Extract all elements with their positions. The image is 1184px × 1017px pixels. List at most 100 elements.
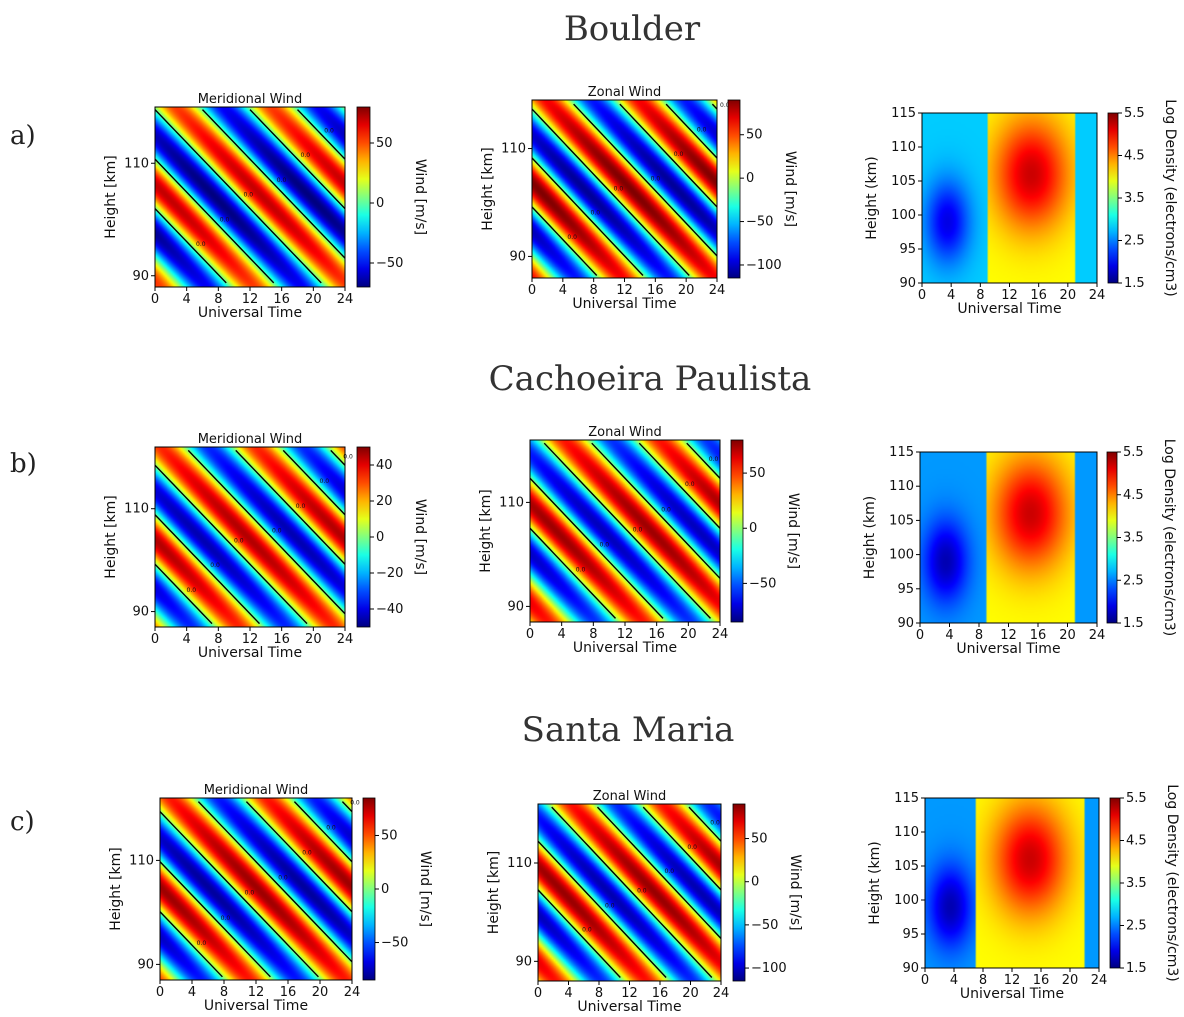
heatmap-field: [155, 107, 345, 287]
colorbar-label: Log Density (electrons/cm3): [1162, 99, 1178, 297]
row-label-b: b): [10, 449, 37, 479]
x-tick-label: 4: [947, 288, 955, 303]
zero-contour-line: [154, 158, 275, 284]
row-label-a: a): [10, 121, 36, 151]
x-tick-label: 0: [526, 627, 534, 642]
zero-contour-line: [154, 563, 213, 625]
colorbar-label: Wind [m/s]: [412, 499, 428, 575]
zero-contour-line: [159, 811, 319, 978]
colorbar-tick-label: −50: [751, 918, 778, 933]
x-tick-label: 8: [979, 973, 987, 988]
zero-contour-line: [591, 442, 721, 579]
y-axis-label: Height [km]: [478, 489, 494, 572]
panel-title: Meridional Wind: [198, 432, 303, 447]
zero-contour-line: [686, 442, 721, 479]
panels-group: 0.0 0.0 0.0 0.0 0.0 0.0 Meridional Wind 0 4 8 12 16…: [103, 85, 1180, 1015]
panel-title: Zonal Wind: [588, 85, 661, 100]
colorbar-tick-label: 40: [376, 458, 393, 473]
x-tick-label: 20: [305, 632, 322, 647]
colorbar-tick-label: −50: [746, 215, 773, 230]
zero-contour-line: [187, 449, 346, 615]
row-label-c: c): [10, 807, 35, 837]
heatmap-field: [155, 447, 345, 627]
x-axis-label: Universal Time: [956, 641, 1060, 657]
contour-label: 0.0: [343, 453, 353, 460]
colorbar: [732, 803, 746, 982]
y-tick-label: 95: [897, 582, 914, 597]
colorbar-tick-label: 2.5: [1126, 919, 1147, 934]
contour-label: 0.0: [600, 541, 610, 548]
zero-contour-line: [529, 477, 664, 619]
y-tick-label: 90: [515, 954, 532, 969]
colorbar-tick-label: 0: [381, 882, 389, 897]
y-axis-label: Height [km]: [108, 847, 124, 930]
contour-label: 0.0: [674, 151, 684, 158]
y-tick-label: 90: [902, 961, 919, 976]
x-tick-label: 8: [220, 985, 228, 1000]
y-tick-label: 90: [132, 605, 149, 620]
chart-panel-5: 0.0 0.0 0.0 0.0 0.0 0.0 Zonal Wind 0 4 8 12 16 20 24 9…: [478, 425, 801, 656]
contour-label: 0.0: [710, 820, 720, 827]
zero-contour-line: [573, 103, 718, 257]
contour-label: 0.0: [709, 456, 719, 463]
colorbar-tick-label: −100: [746, 258, 782, 273]
colorbar-tick-label: 5.5: [1123, 445, 1144, 460]
heatmap-field: [538, 804, 721, 981]
x-tick-label: 4: [188, 985, 196, 1000]
x-tick-label: 0: [916, 628, 924, 643]
contour-label: 0.0: [697, 127, 707, 134]
y-tick-label: 115: [891, 106, 916, 121]
x-tick-label: 16: [1030, 628, 1047, 643]
y-axis-label: Height (km): [864, 156, 880, 239]
x-tick-label: 16: [648, 627, 665, 642]
site-title-santa-maria: Santa Maria: [522, 710, 735, 750]
y-tick-label: 95: [902, 927, 919, 942]
contour-label: 0.0: [576, 566, 586, 573]
x-tick-label: 4: [945, 628, 953, 643]
colorbar-tick-label: 4.5: [1123, 488, 1144, 503]
colorbar-label: Wind [m/s]: [782, 151, 798, 227]
contour-label: 0.0: [591, 210, 601, 217]
x-tick-label: 0: [528, 283, 536, 298]
zero-contour-line: [531, 157, 644, 276]
zero-contour-line: [201, 109, 346, 259]
contour-label: 0.0: [633, 526, 643, 533]
heatmap-field: [922, 113, 1097, 283]
y-tick-label: 90: [899, 276, 916, 291]
y-tick-label: 105: [889, 513, 914, 528]
x-tick-label: 16: [1030, 288, 1047, 303]
zero-contour-line: [330, 449, 346, 466]
colorbar-tick-label: 2.5: [1123, 573, 1144, 588]
x-tick-label: 0: [156, 985, 164, 1000]
x-axis-label: Universal Time: [577, 999, 681, 1015]
x-tick-label: 24: [709, 283, 726, 298]
y-axis-label: Height [km]: [103, 495, 119, 578]
colorbar-tick-label: 3.5: [1123, 531, 1144, 546]
x-tick-label: 16: [280, 985, 297, 1000]
y-tick-label: 110: [889, 479, 914, 494]
zero-contour-line: [551, 806, 713, 978]
colorbar-tick-label: −50: [749, 576, 776, 591]
contour-label: 0.0: [272, 528, 282, 535]
x-tick-label: 8: [590, 283, 598, 298]
contour-label: 0.0: [324, 127, 334, 134]
colorbar-label: Wind [m/s]: [785, 493, 801, 569]
contour-label: 0.0: [296, 503, 306, 510]
colorbar-tick-label: 2.5: [1124, 234, 1145, 249]
colorbar-tick-label: 4.5: [1124, 149, 1145, 164]
x-tick-label: 12: [248, 985, 265, 1000]
x-tick-label: 24: [337, 632, 354, 647]
contour-label: 0.0: [301, 152, 311, 159]
x-tick-label: 24: [337, 292, 354, 307]
zero-contour-line: [154, 464, 308, 625]
x-tick-label: 20: [312, 985, 329, 1000]
colorbar-tick-label: −100: [751, 961, 787, 976]
x-tick-label: 24: [1091, 973, 1108, 988]
zero-contour-line: [638, 442, 721, 529]
x-tick-label: 24: [1089, 628, 1106, 643]
contour-label: 0.0: [605, 902, 615, 909]
y-tick-label: 90: [507, 599, 524, 614]
x-tick-label: 12: [1004, 973, 1021, 988]
x-tick-label: 0: [151, 632, 159, 647]
zero-contour-line: [531, 108, 690, 276]
